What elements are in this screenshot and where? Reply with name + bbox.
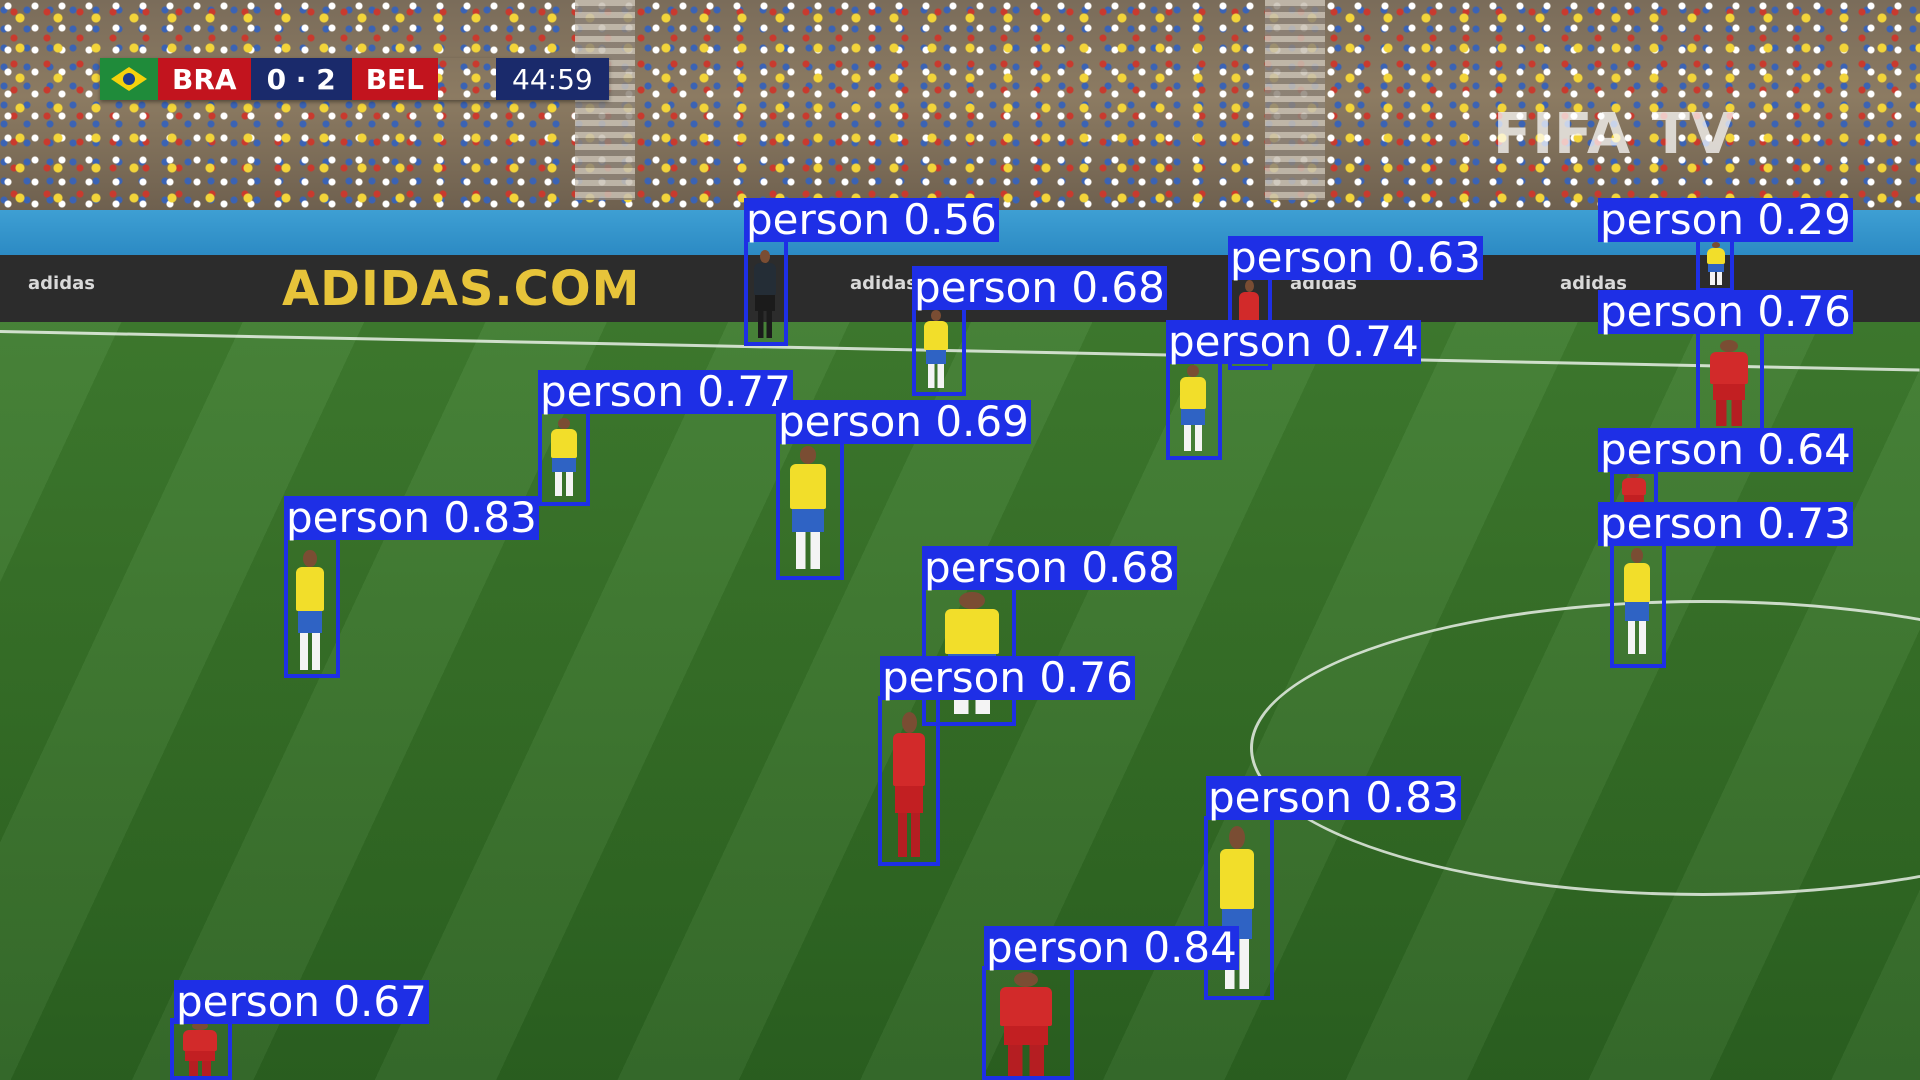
player	[1616, 548, 1658, 656]
detection-label: person 0.68	[912, 263, 1167, 312]
detection-label: person 0.67	[174, 977, 429, 1026]
detection-box	[284, 536, 340, 678]
detection-box	[1204, 816, 1274, 1000]
detection-label: person 0.56	[744, 195, 999, 244]
player	[748, 250, 782, 340]
detection-box	[1696, 238, 1734, 292]
detection-box	[1166, 360, 1222, 460]
detection-label: person 0.77	[538, 367, 793, 416]
player	[780, 446, 836, 572]
detection-box	[1696, 328, 1764, 432]
detection-label: person 0.76	[880, 653, 1135, 702]
belgium-flag-icon	[438, 58, 496, 100]
player	[288, 550, 332, 672]
player	[918, 310, 954, 390]
detection-label: person 0.64	[1598, 425, 1853, 474]
player	[884, 712, 934, 860]
away-team-code: BEL	[351, 58, 438, 100]
adidas-logo-text: adidas	[28, 273, 95, 294]
adidas-logo-text: adidas	[850, 273, 917, 294]
detection-box	[982, 966, 1074, 1080]
stadium-crowd	[0, 0, 1920, 215]
detection-label: person 0.83	[1206, 773, 1461, 822]
player	[1172, 365, 1214, 453]
detection-box	[744, 238, 788, 346]
detection-label: person 0.73	[1598, 499, 1853, 548]
scoreboard: BRA 0 · 2 BEL 44:59	[100, 58, 609, 100]
detection-label: person 0.68	[922, 543, 1177, 592]
detection-box	[1610, 540, 1666, 668]
player	[1700, 340, 1758, 428]
ad-main-text: ADIDAS.COM	[282, 261, 641, 317]
detection-label: person 0.63	[1228, 233, 1483, 282]
adidas-logo-text: adidas	[1560, 273, 1627, 294]
detection-box	[912, 306, 966, 396]
player	[543, 418, 585, 498]
match-clock: 44:59	[496, 58, 609, 100]
broadcaster-watermark: FIFA TV	[1493, 102, 1736, 167]
detection-label: person 0.84	[984, 923, 1239, 972]
detection-box	[538, 410, 590, 506]
detection-label: person 0.29	[1598, 195, 1853, 244]
brazil-flag-icon	[100, 58, 158, 100]
stadium-stairs	[575, 0, 635, 200]
detection-box	[170, 1018, 232, 1080]
detection-label: person 0.76	[1598, 287, 1853, 336]
home-team-code: BRA	[158, 58, 251, 100]
player	[1702, 242, 1730, 286]
match-score: 0 · 2	[250, 58, 352, 100]
player	[174, 1022, 226, 1080]
detection-box	[776, 440, 844, 580]
detection-label: person 0.74	[1166, 317, 1421, 366]
detection-box	[878, 696, 940, 866]
detection-label: person 0.83	[284, 493, 539, 542]
stadium-stairs	[1265, 0, 1325, 200]
player	[986, 972, 1066, 1080]
detection-label: person 0.69	[776, 397, 1031, 446]
